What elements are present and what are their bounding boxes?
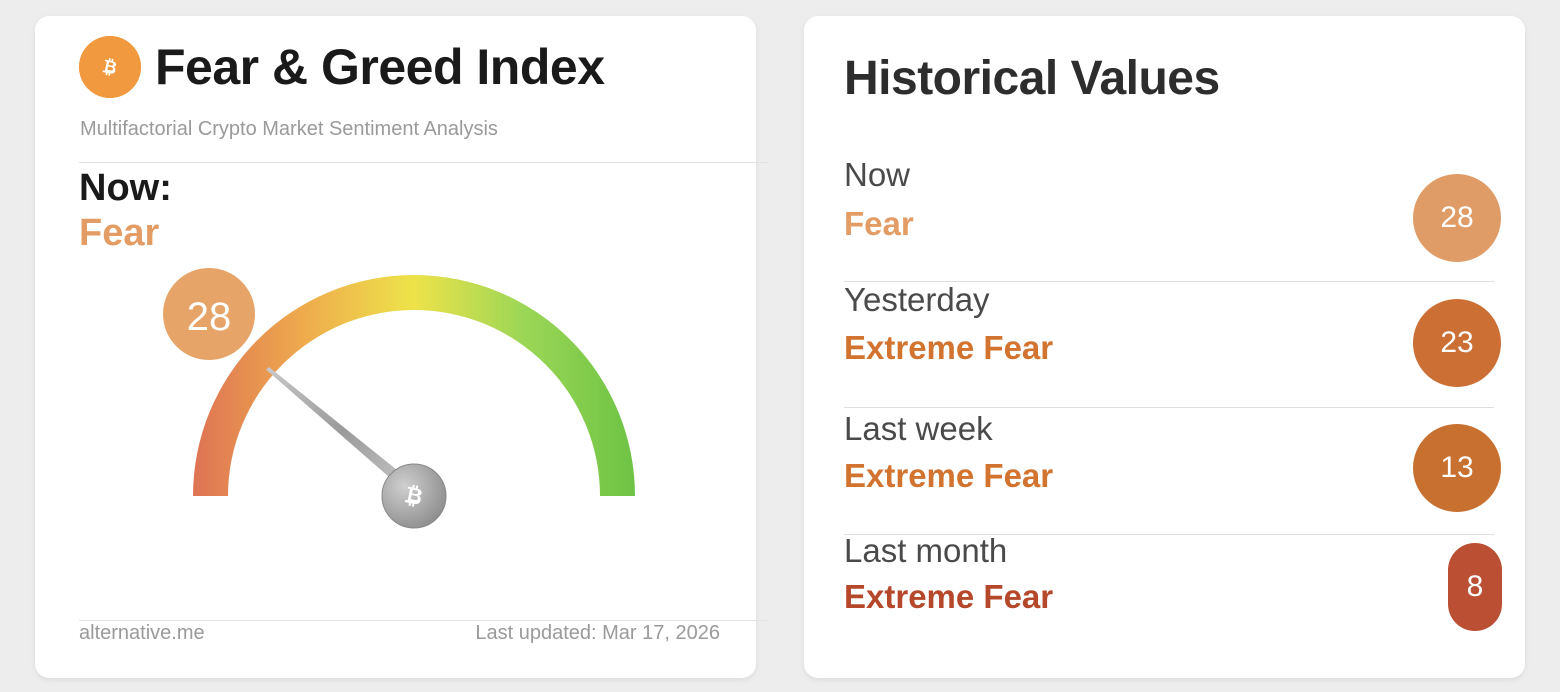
svg-text:28: 28 bbox=[187, 295, 232, 339]
